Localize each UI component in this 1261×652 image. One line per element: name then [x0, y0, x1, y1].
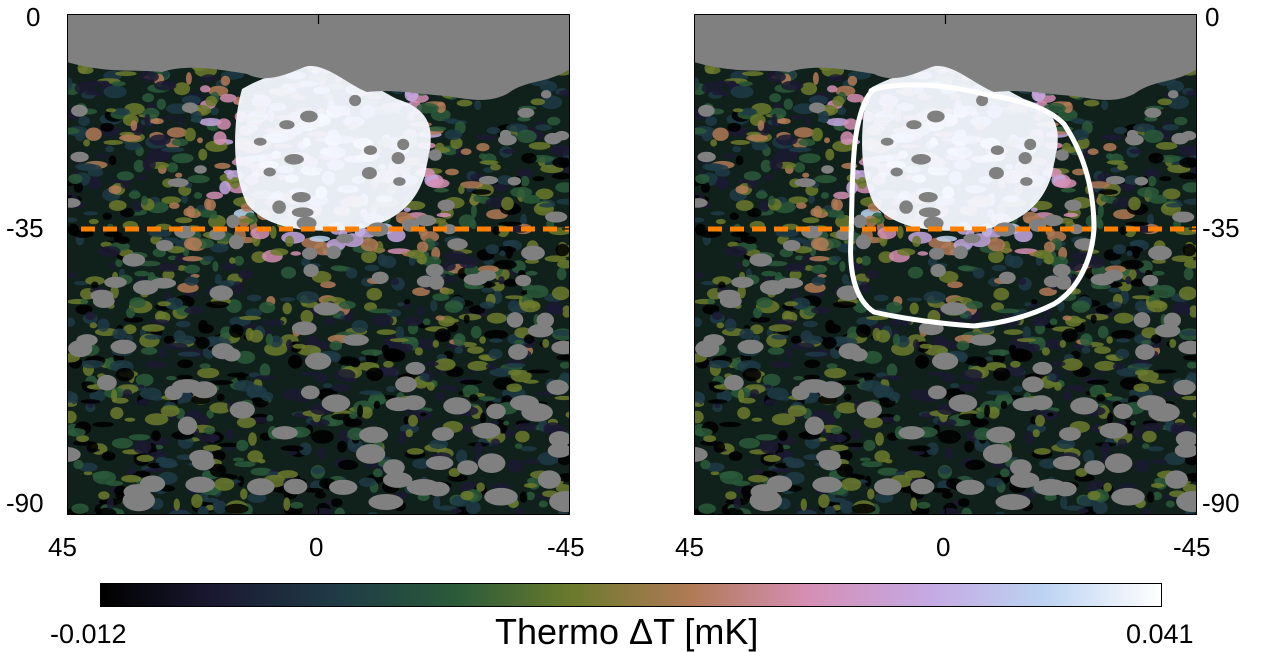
map-right-svg: [694, 14, 1197, 515]
hot-region: [862, 63, 1058, 231]
axis-ticks: [694, 14, 1197, 515]
y-tick-90-left: -90: [6, 488, 44, 518]
colorbar-title: Thermo ΔT [mK]: [495, 611, 759, 652]
region-contour: [848, 82, 1097, 329]
x-tick-minus45-left: -45: [547, 532, 585, 562]
x-tick-45-left: 45: [48, 532, 77, 562]
point-source-masks: [67, 90, 570, 512]
colorbar: [100, 583, 1162, 607]
point-source-masks: [694, 90, 1197, 512]
hot-region: [235, 63, 431, 231]
masked-region: [67, 14, 570, 100]
map-left-svg: [67, 14, 570, 515]
y-tick-90-right: -90: [1202, 488, 1240, 518]
x-tick-minus45-right: -45: [1173, 532, 1211, 562]
map-panel-right: [694, 14, 1197, 515]
masked-region: [694, 14, 1197, 100]
panel-frame: [694, 14, 1197, 515]
x-tick-0-right: 0: [936, 532, 951, 562]
x-tick-0-left: 0: [309, 532, 324, 562]
x-tick-45-right: 45: [675, 532, 704, 562]
map-panel-left: [67, 14, 570, 515]
y-tick-0-right: 0: [1205, 2, 1220, 32]
panel-frame: [67, 14, 570, 515]
y-tick-35-right: -35: [1202, 213, 1240, 243]
axis-ticks: [67, 14, 570, 515]
colorbar-min-label: -0.012: [50, 619, 127, 649]
y-tick-0-left: 0: [26, 2, 41, 32]
y-tick-35-left: -35: [6, 213, 44, 243]
colorbar-max-label: 0.041: [1126, 619, 1194, 649]
